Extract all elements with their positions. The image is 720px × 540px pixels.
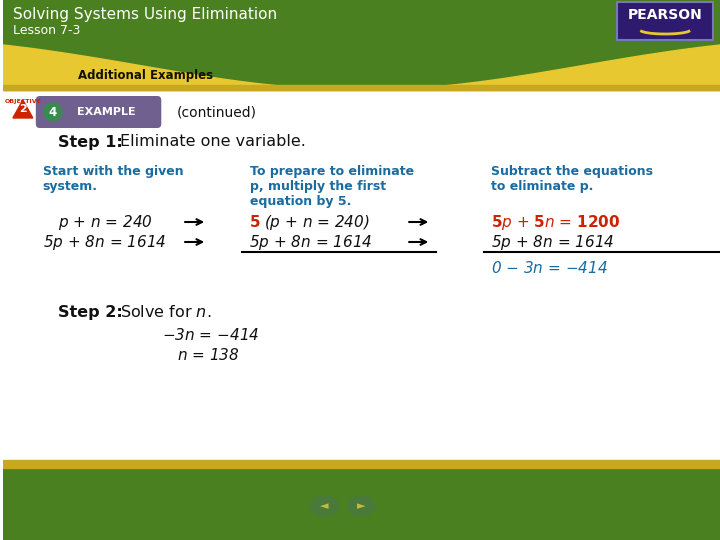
Text: Subtract the equations: Subtract the equations: [491, 165, 653, 178]
FancyBboxPatch shape: [618, 2, 713, 40]
Text: Step 2:: Step 2:: [58, 305, 122, 320]
Text: To prepare to eliminate: To prepare to eliminate: [250, 165, 414, 178]
Text: Additional Examples: Additional Examples: [78, 70, 212, 83]
Text: (continued): (continued): [177, 105, 257, 119]
Bar: [3, 85, 720, 90]
Polygon shape: [3, 45, 720, 90]
Text: system.: system.: [42, 180, 98, 193]
Text: EXAMPLE: EXAMPLE: [77, 107, 136, 117]
Circle shape: [44, 103, 62, 121]
Text: to eliminate p.: to eliminate p.: [491, 180, 593, 193]
Text: 5$p$ + 8$n$ = 1614: 5$p$ + 8$n$ = 1614: [249, 233, 372, 252]
FancyBboxPatch shape: [36, 96, 161, 128]
Text: 2: 2: [19, 104, 27, 114]
Bar: [3, 460, 720, 468]
Text: $n$ = 138: $n$ = 138: [177, 347, 240, 363]
Text: $p$ + $n$ = 240: $p$ + $n$ = 240: [58, 213, 153, 232]
Bar: [3, 468, 720, 540]
Text: 5$p$ + 8$n$ = 1614: 5$p$ + 8$n$ = 1614: [42, 233, 166, 252]
Text: 0 $-$ 3$n$ = $-$414: 0 $-$ 3$n$ = $-$414: [491, 260, 608, 276]
Text: 4: 4: [49, 105, 57, 118]
Ellipse shape: [310, 496, 338, 516]
Text: Step 1:: Step 1:: [58, 134, 122, 150]
Text: PEARSON: PEARSON: [628, 8, 703, 22]
Ellipse shape: [348, 496, 375, 516]
Text: ($p$ + $n$ = 240): ($p$ + $n$ = 240): [264, 213, 369, 232]
Text: $\mathbf{5}$: $\mathbf{5}$: [249, 214, 261, 230]
Text: p, multiply the first: p, multiply the first: [250, 180, 386, 193]
Text: Eliminate one variable.: Eliminate one variable.: [120, 134, 306, 150]
Bar: [3, 0, 720, 90]
Text: equation by 5.: equation by 5.: [250, 195, 351, 208]
Text: $-$3$n$ = $-$414: $-$3$n$ = $-$414: [162, 327, 260, 343]
Text: OBJECTIVE: OBJECTIVE: [4, 99, 41, 104]
Text: Start with the given: Start with the given: [42, 165, 184, 178]
Text: Algebra 1: Algebra 1: [621, 69, 696, 83]
Text: Solving Systems Using Elimination: Solving Systems Using Elimination: [13, 6, 277, 22]
Text: ►: ►: [357, 501, 366, 511]
Text: ◄: ◄: [320, 501, 329, 511]
Text: $\mathbf{5}$$p$ + $\mathbf{5}$$n$ = $\mathbf{1200}$: $\mathbf{5}$$p$ + $\mathbf{5}$$n$ = $\ma…: [491, 213, 620, 232]
Polygon shape: [13, 100, 33, 118]
Text: Solve for $n$.: Solve for $n$.: [120, 304, 212, 320]
Text: Lesson 7-3: Lesson 7-3: [13, 24, 80, 37]
Text: 5$p$ + 8$n$ = 1614: 5$p$ + 8$n$ = 1614: [491, 233, 614, 252]
